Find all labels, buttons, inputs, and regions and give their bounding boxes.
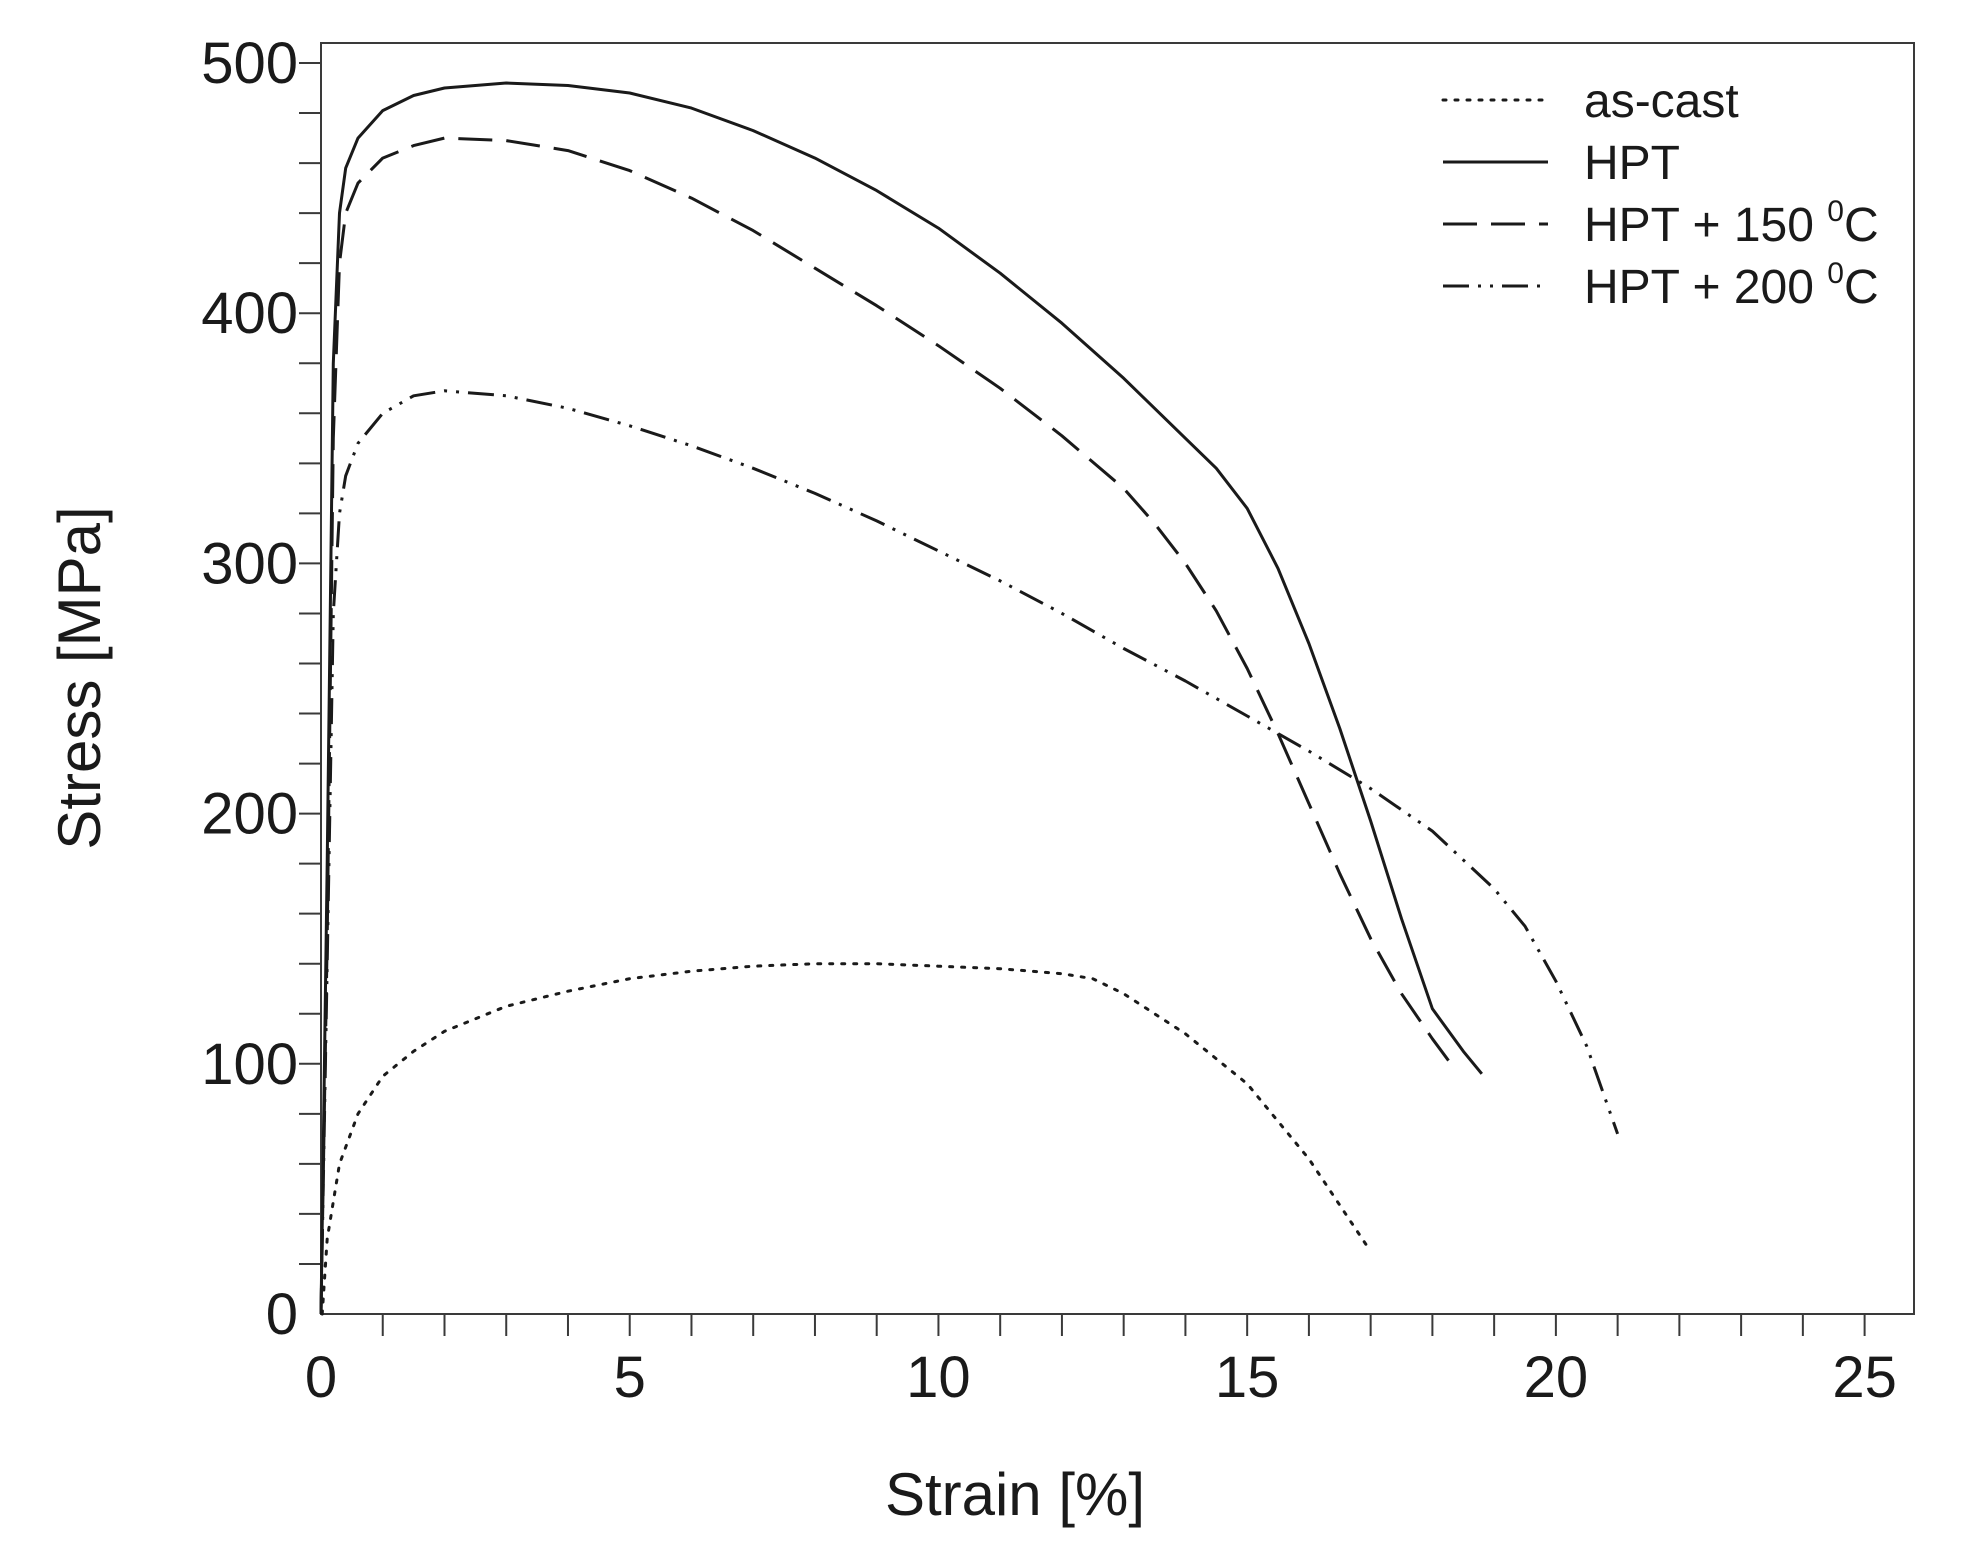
x-axis-title: Strain [%] xyxy=(885,1461,1145,1528)
y-tick-label: 200 xyxy=(201,782,298,847)
legend-item: HPT xyxy=(1443,137,1680,190)
legend-item: HPT + 150 0C xyxy=(1443,195,1879,252)
x-tick-label: 25 xyxy=(1832,1345,1897,1410)
y-minor-ticks xyxy=(299,62,321,1265)
y-tick-label: 500 xyxy=(201,31,298,96)
x-tick-label: 5 xyxy=(614,1345,646,1410)
x-tick-label: 20 xyxy=(1524,1345,1589,1410)
plot-frame xyxy=(320,42,1915,1315)
series-line-as-cast xyxy=(320,962,1373,1316)
x-tick-label: 15 xyxy=(1215,1345,1280,1410)
series-line-hpt-200-c xyxy=(319,389,1620,1315)
legend-item: as-cast xyxy=(1441,75,1739,128)
legend-label: HPT xyxy=(1584,137,1680,190)
y-tick-label: 100 xyxy=(201,1032,298,1097)
x-tick-labels: 0 5 10 15 20 25 xyxy=(305,1345,1897,1410)
x-tick-label: 10 xyxy=(906,1345,971,1410)
y-tick-label: 400 xyxy=(201,281,298,346)
y-tick-label: 300 xyxy=(201,531,298,596)
legend-label: HPT + 200 0C xyxy=(1584,257,1879,314)
legend-label: as-cast xyxy=(1584,75,1739,128)
y-tick-label: 0 xyxy=(266,1282,298,1347)
legend-label: HPT + 150 0C xyxy=(1584,195,1879,252)
series-line-hpt xyxy=(319,81,1483,1315)
x-tick-label: 0 xyxy=(305,1345,337,1410)
series-lines xyxy=(319,81,1620,1316)
series-line-hpt-150-c xyxy=(319,136,1453,1315)
y-axis-title: Stress [MPa] xyxy=(46,506,113,849)
x-minor-ticks xyxy=(381,1314,1866,1336)
y-tick-labels: 0 100 200 300 400 500 xyxy=(201,31,298,1347)
legend-item: HPT + 200 0C xyxy=(1443,257,1879,314)
